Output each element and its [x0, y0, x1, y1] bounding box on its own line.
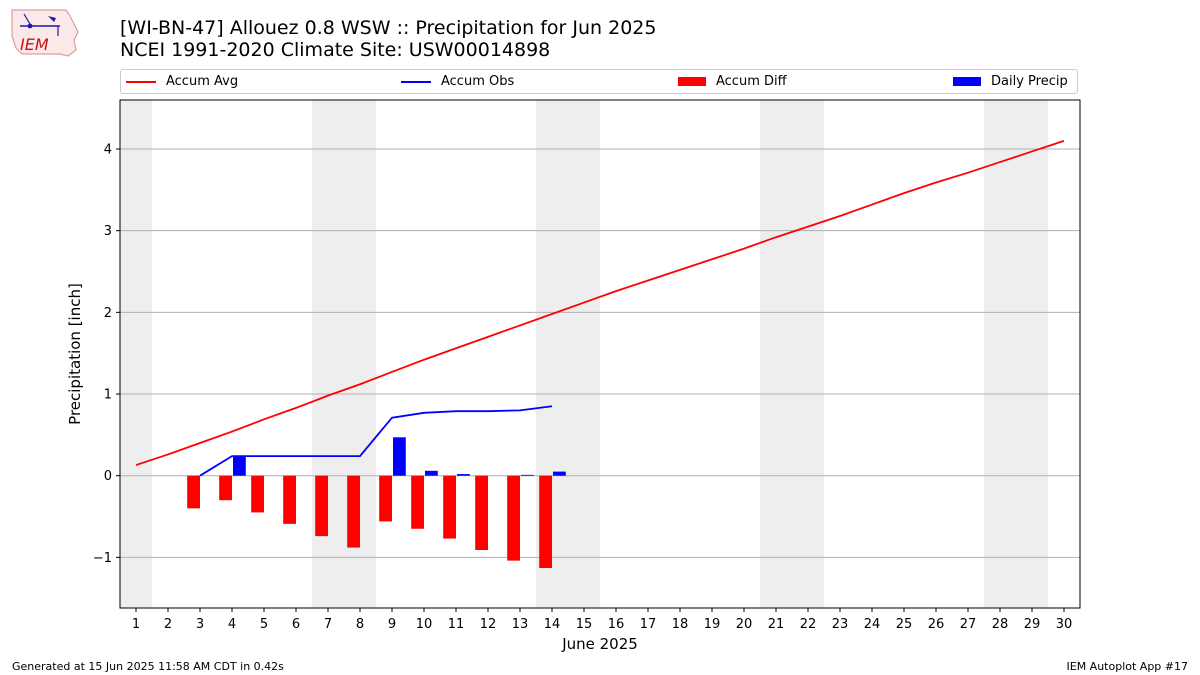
x-tick-label: 16	[608, 617, 625, 632]
x-tick-label: 13	[512, 617, 529, 632]
x-tick-label: 8	[356, 617, 364, 632]
y-axis-label: Precipitation [inch]	[66, 283, 84, 425]
x-tick-label: 25	[896, 617, 913, 632]
grid-lines	[120, 148, 1080, 558]
accum-diff-bar	[379, 475, 392, 522]
daily-precip-bar	[521, 474, 534, 476]
daily-precip-bar	[425, 470, 438, 476]
accum-avg-line	[135, 139, 1065, 466]
x-tick-label: 4	[228, 617, 236, 632]
x-tick-label: 24	[864, 617, 881, 632]
y-tick-label: −1	[93, 551, 112, 566]
legend-label-accum-obs: Accum Obs	[441, 74, 515, 89]
accum-diff-bar	[283, 475, 296, 524]
x-tick-label: 19	[704, 617, 721, 632]
daily-precip-bar	[457, 474, 470, 476]
accum-diff-bar	[443, 475, 456, 539]
legend-label-accum-diff: Accum Diff	[716, 74, 787, 89]
x-tick-label: 10	[416, 617, 433, 632]
y-tick-label: 2	[104, 306, 112, 321]
x-tick-label: 27	[960, 617, 977, 632]
legend-item-accum-obs: Accum Obs	[401, 70, 514, 93]
accum-diff-bar	[315, 475, 328, 537]
legend-swatch-accum-avg	[126, 80, 156, 83]
lines-layer	[135, 139, 1065, 477]
daily-precip-bar	[233, 456, 246, 476]
x-tick-label: 17	[640, 617, 657, 632]
x-tick-label: 29	[1024, 617, 1041, 632]
y-axis-ticks: −1 0 1 2 3 4	[93, 143, 120, 566]
x-axis-label: June 2025	[561, 635, 638, 653]
accum-diff-bar	[411, 475, 424, 529]
accum-obs-line	[199, 405, 553, 477]
legend-label-accum-avg: Accum Avg	[166, 74, 239, 89]
accum-diff-bar	[475, 475, 488, 551]
weekend-shade	[984, 100, 1048, 608]
x-tick-label: 2	[164, 617, 172, 632]
x-tick-label: 14	[544, 617, 561, 632]
daily-precip-bar	[393, 437, 406, 476]
footer-app: IEM Autoplot App #17	[1066, 660, 1189, 673]
accum-diff-bar	[219, 475, 232, 501]
x-tick-label: 6	[292, 617, 300, 632]
x-tick-label: 9	[388, 617, 396, 632]
y-tick-label: 1	[104, 388, 112, 403]
accum-diff-bar	[251, 475, 264, 513]
y-tick-label: 3	[104, 224, 112, 239]
accum-diff-bar	[347, 475, 360, 548]
iem-logo-graphic: IEM	[11, 9, 79, 57]
x-tick-label: 30	[1056, 617, 1073, 632]
accum-diff-bar	[187, 475, 200, 509]
x-tick-label: 23	[832, 617, 849, 632]
x-tick-label: 26	[928, 617, 945, 632]
x-tick-label: 1	[132, 617, 140, 632]
legend-swatch-daily-precip	[953, 77, 981, 86]
bars-layer	[187, 437, 566, 568]
y-tick-label: 4	[104, 143, 112, 158]
footer-generated: Generated at 15 Jun 2025 11:58 AM CDT in…	[12, 660, 284, 673]
iem-logo: IEM	[8, 6, 80, 58]
weekend-shade	[120, 100, 152, 608]
x-tick-label: 12	[480, 617, 497, 632]
x-tick-label: 22	[800, 617, 817, 632]
legend-swatch-accum-obs	[401, 80, 431, 83]
x-tick-label: 18	[672, 617, 689, 632]
accum-diff-bar	[539, 475, 552, 568]
x-tick-label: 28	[992, 617, 1009, 632]
legend-item-accum-diff: Accum Diff	[678, 70, 787, 93]
weekend-shade	[760, 100, 824, 608]
y-tick-label: 0	[104, 469, 112, 484]
x-axis-ticks: 1 2 3 4 5 6 7 8 9 10 11 12 13 14 15 16 17 18 19 20 21 22 23 24 2…	[132, 608, 1072, 632]
legend-label-daily-precip: Daily Precip	[991, 74, 1068, 89]
weekend-shading	[120, 100, 1048, 608]
logo-text: IEM	[20, 35, 49, 54]
x-tick-label: 11	[448, 617, 465, 632]
x-tick-label: 5	[260, 617, 268, 632]
title-line-2: NCEI 1991-2020 Climate Site: USW00014898	[120, 39, 551, 61]
legend-item-accum-avg: Accum Avg	[126, 70, 238, 93]
plot-frame	[119, 99, 1081, 609]
x-tick-label: 3	[196, 617, 204, 632]
chart-legend: Accum Avg Accum Obs Accum Diff Daily Pre…	[120, 69, 1078, 94]
chart-title: [WI-BN-47] Allouez 0.8 WSW :: Precipitat…	[120, 17, 656, 61]
accum-diff-bar	[507, 475, 520, 561]
x-tick-label: 15	[576, 617, 593, 632]
legend-swatch-accum-diff	[678, 77, 706, 86]
daily-precip-bar	[553, 471, 566, 476]
x-tick-label: 21	[768, 617, 785, 632]
legend-item-daily-precip: Daily Precip	[953, 70, 1068, 93]
x-tick-label: 20	[736, 617, 753, 632]
x-tick-label: 7	[324, 617, 332, 632]
title-line-1: [WI-BN-47] Allouez 0.8 WSW :: Precipitat…	[120, 17, 657, 39]
